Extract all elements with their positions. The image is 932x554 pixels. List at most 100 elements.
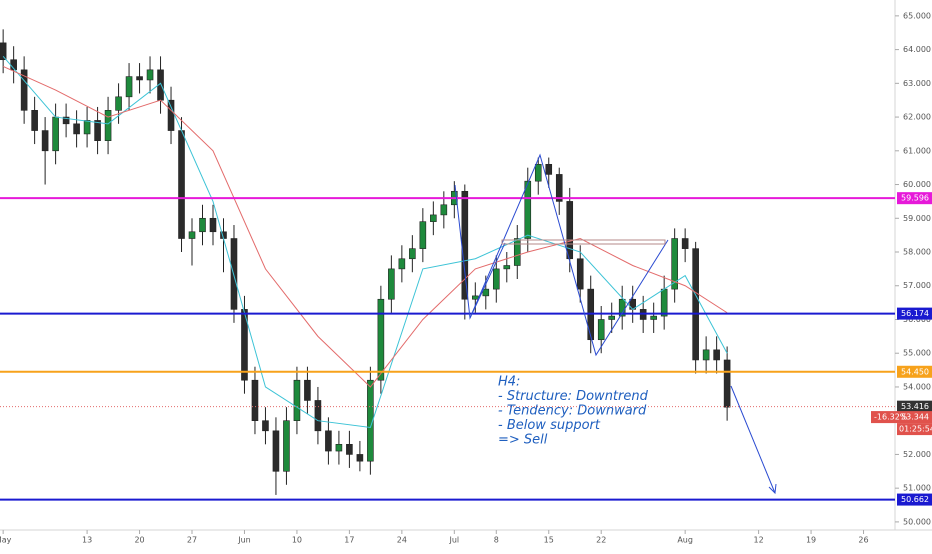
candle-body [492, 268, 500, 290]
candle-body [293, 379, 301, 421]
candle-body [692, 248, 699, 361]
candle-body [503, 265, 511, 270]
x-tick-label: May [0, 536, 12, 545]
candle-body [419, 221, 427, 249]
current-price-box [897, 400, 932, 413]
annotation-line: => Sell [498, 433, 548, 448]
pattern-leg [469, 242, 506, 319]
last-price-label: 53.344 [901, 413, 929, 422]
candle-body [671, 238, 678, 290]
y-tick-label: 62.000 [903, 113, 931, 122]
pattern-drawing [454, 153, 777, 495]
x-tick-label: Aug [677, 536, 693, 545]
y-tick-label: 59.000 [903, 214, 931, 223]
candle-body [73, 123, 80, 135]
candle-body [608, 315, 616, 320]
candle-body [94, 120, 101, 141]
moving-average [2, 66, 728, 388]
x-tick-label: 22 [596, 536, 606, 545]
candle-body [367, 379, 374, 462]
harmonic-pattern [454, 153, 669, 357]
x-tick-label: 10 [292, 536, 302, 545]
candle-body [545, 163, 553, 175]
candle-body [388, 268, 395, 300]
y-tick-label: 51.000 [903, 484, 931, 493]
candle-body [199, 217, 206, 233]
candle-body [178, 130, 185, 239]
countdown-label: 01:25:54 [899, 425, 932, 434]
candle-body [0, 42, 7, 61]
x-tick-label: 20 [134, 536, 144, 545]
level-label-box [897, 365, 932, 378]
candle-body [377, 298, 385, 381]
candle-body [713, 349, 720, 361]
candle-body [314, 400, 322, 432]
y-tick-label: 58.000 [903, 248, 931, 257]
candle-body [534, 163, 542, 182]
y-tick-label: 65.000 [903, 11, 931, 20]
candle-body [356, 454, 364, 462]
candle-body [650, 315, 657, 320]
candle-body [482, 288, 490, 297]
candle-body [335, 444, 343, 452]
x-tick-label: 8 [494, 536, 499, 545]
x-tick-label: 17 [344, 536, 354, 545]
candle-body [241, 309, 248, 381]
x-tick-label: 26 [858, 536, 868, 545]
candle-body [472, 295, 479, 300]
level-label-box [897, 493, 932, 506]
y-tick-label: 64.000 [903, 45, 931, 54]
candle-body [409, 248, 416, 260]
moving-average [2, 56, 728, 428]
x-tick-label: 12 [754, 536, 764, 545]
change-label: -16.32% [874, 413, 908, 422]
candle-body [461, 190, 469, 300]
candle-body [272, 430, 280, 472]
candle-body [41, 130, 49, 152]
candle-body [136, 76, 143, 81]
candle-body [125, 76, 133, 98]
candle-body [566, 201, 574, 260]
annotation-line: - Tendency: Downward [498, 404, 647, 419]
candle-body [209, 217, 217, 233]
candle-body [576, 258, 584, 290]
level-label: 54.450 [901, 367, 929, 376]
x-tick-label: Jul [448, 536, 459, 545]
candle-body [555, 174, 563, 202]
annotation: H4:- Structure: Downtrend- Tendency: Dow… [498, 375, 649, 448]
candle-body [251, 379, 259, 421]
candle-body [304, 379, 311, 401]
candle-body [283, 420, 290, 472]
candle-body [398, 258, 406, 270]
candle-body [115, 96, 122, 111]
level-label-box [897, 307, 932, 320]
candle-body [62, 116, 70, 125]
candle-body [31, 110, 38, 131]
candle-body [83, 120, 91, 135]
x-tick-label: 19 [806, 536, 816, 545]
candle-body [430, 214, 437, 222]
y-tick-label: 54.000 [903, 382, 931, 391]
level-label-box [897, 192, 932, 205]
candle-body [660, 288, 668, 317]
level-label: 59.596 [901, 194, 929, 203]
annotation-line: - Below support [498, 418, 601, 433]
x-tick-label: 15 [544, 536, 554, 545]
annotation-line: - Structure: Downtrend [498, 389, 649, 404]
candle-body [513, 238, 521, 266]
level-label: 56.174 [901, 309, 929, 318]
candle-body [167, 99, 175, 131]
candle-body [52, 116, 59, 152]
candle-body [346, 444, 353, 455]
x-tick-label: 24 [397, 536, 407, 545]
candle-body [20, 69, 28, 111]
candle-body [104, 110, 112, 141]
x-tick-label: Jun [237, 536, 251, 545]
annotation-line: H4: [498, 375, 520, 390]
level-label: 50.662 [901, 495, 929, 504]
y-tick-label: 52.000 [903, 450, 931, 459]
y-tick-label: 61.000 [903, 146, 931, 155]
x-tick-label: 13 [82, 536, 92, 545]
resistance-zone [501, 239, 666, 245]
